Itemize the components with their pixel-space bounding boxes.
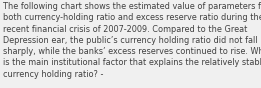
Text: The following chart shows the estimated value of parameters for
both currency-ho: The following chart shows the estimated … (3, 2, 261, 79)
